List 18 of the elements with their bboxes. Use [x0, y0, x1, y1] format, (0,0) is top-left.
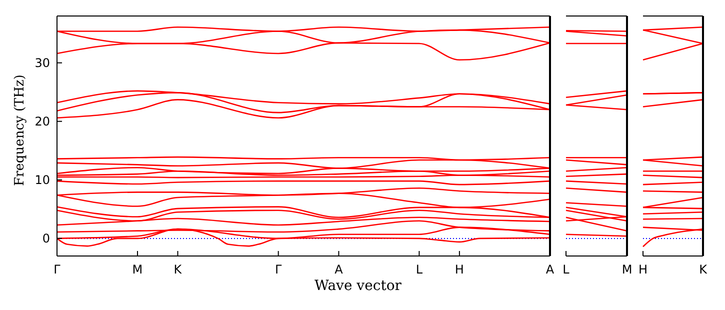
x-tick-label: H [454, 262, 464, 277]
y-tick-label: 0 [42, 232, 50, 246]
x-tick-label: K [174, 262, 183, 277]
x-tick-label: Γ [54, 262, 61, 277]
y-tick-label: 10 [34, 173, 50, 188]
x-tick-label: M [622, 262, 632, 277]
y-axis-title: Frequency (THz) [12, 74, 28, 186]
x-tick-label: L [416, 262, 423, 277]
x-tick-label: M [132, 262, 143, 277]
x-tick-label: A [334, 262, 344, 277]
x-tick-label: H [638, 262, 648, 277]
y-tick-label: 20 [34, 114, 50, 129]
x-tick-label: Γ [275, 262, 282, 277]
x-axis-title: Wave vector [314, 278, 402, 294]
y-tick-label: 30 [34, 56, 50, 70]
x-tick-label: K [699, 262, 708, 277]
x-tick-label: A [546, 262, 555, 277]
x-tick-label: L [562, 262, 570, 277]
